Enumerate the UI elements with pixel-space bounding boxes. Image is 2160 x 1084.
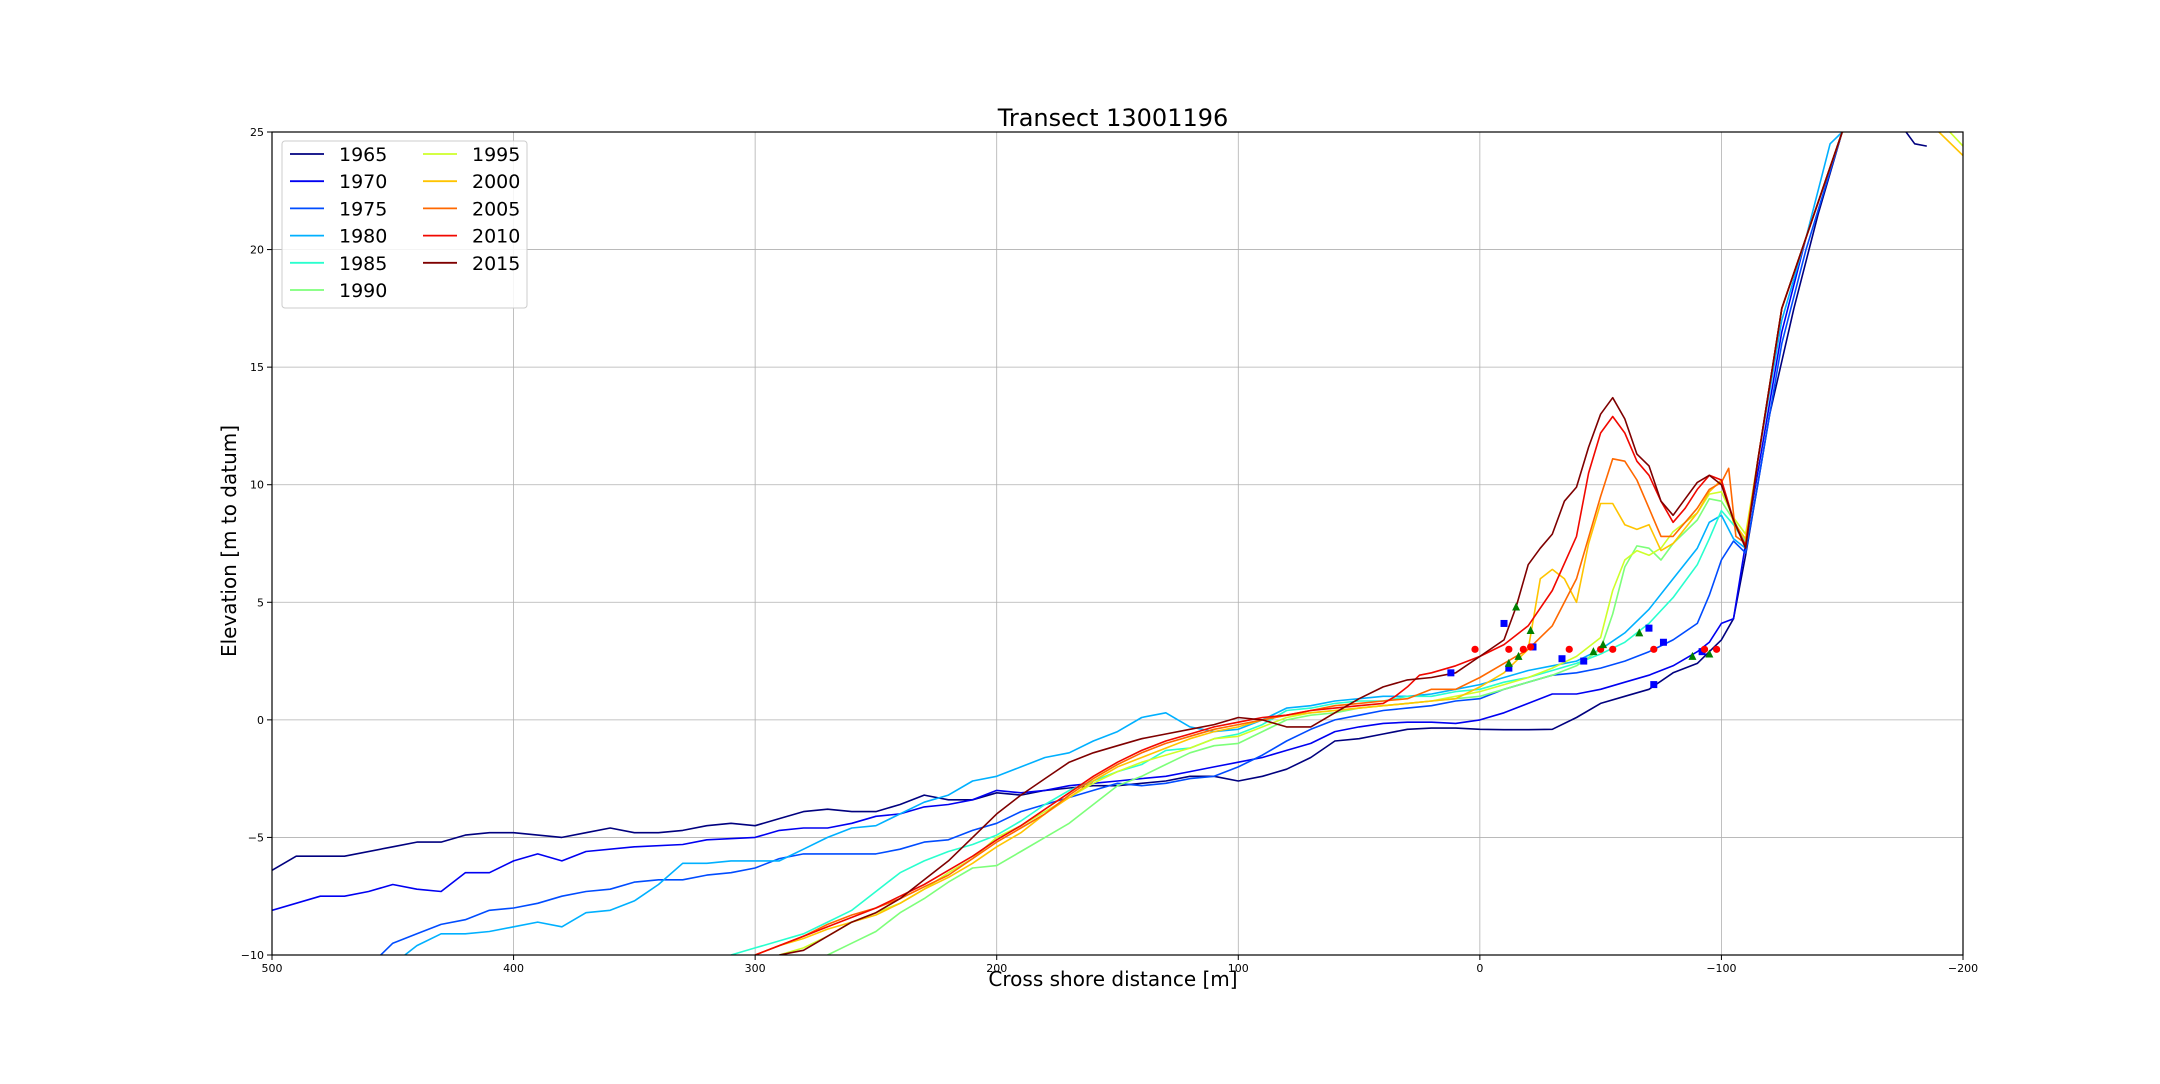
square-marker <box>1580 657 1588 665</box>
y-tick-label: −5 <box>248 831 264 844</box>
legend: 1965 1970 1975 1980 1985 1990 1995 2000 2005 2010… <box>281 140 528 309</box>
triangle-marker <box>1526 626 1535 635</box>
y-tick-label: 5 <box>257 596 264 609</box>
series-line-1995 <box>779 132 1963 955</box>
triangle-marker <box>1512 602 1521 611</box>
triangle-marker <box>1589 647 1598 656</box>
square-marker <box>1645 624 1653 632</box>
square-marker <box>1505 664 1513 672</box>
circle-marker <box>1505 645 1513 653</box>
legend-label: 1995 <box>472 144 520 166</box>
y-tick-label: 0 <box>257 714 264 727</box>
series-line-2015 <box>779 132 1843 955</box>
series-line-1985 <box>730 132 1843 955</box>
y-axis-label: Elevation [m to datum] <box>217 425 241 657</box>
triangle-marker <box>1688 651 1697 660</box>
triangle-marker <box>1514 651 1523 660</box>
series-line-1965 <box>272 132 1927 871</box>
circle-marker <box>1471 645 1479 653</box>
series-line-2000 <box>754 132 1963 955</box>
circle-marker <box>1565 645 1573 653</box>
x-tick-label: 300 <box>745 962 766 975</box>
series-line-2010 <box>754 132 1843 955</box>
x-tick-label: 100 <box>1228 962 1249 975</box>
series-lines <box>272 132 1963 955</box>
series-line-1970 <box>272 132 1843 912</box>
y-tick-label: 10 <box>250 479 264 492</box>
triangle-marker <box>1599 640 1608 649</box>
square-marker <box>1650 681 1658 689</box>
square-marker <box>1558 655 1566 663</box>
triangle-marker <box>1705 649 1714 658</box>
square-marker <box>1447 669 1455 677</box>
x-axis-label: Cross shore distance [m] <box>988 967 1237 991</box>
circle-marker <box>1712 645 1721 653</box>
x-tick-label: 400 <box>503 962 524 975</box>
legend-label: 1980 <box>339 226 387 248</box>
y-tick-label: −10 <box>241 949 264 962</box>
axis-ticks: 500 400 300 200 100 0 −100 −200 −10 −5 0 5 10 15 20 25 <box>241 126 1978 975</box>
square-marker <box>1659 638 1667 646</box>
series-line-1975 <box>380 132 1843 955</box>
circle-marker <box>1700 645 1709 653</box>
plot-area-frame <box>271 131 1964 956</box>
legend-items: 1965 1970 1975 1980 1985 1990 1995 2000 2005 2010… <box>290 144 520 302</box>
series-line-2005 <box>754 132 1843 955</box>
legend-box <box>281 140 528 309</box>
legend-label: 1985 <box>339 253 387 275</box>
square-marker <box>1500 619 1508 627</box>
x-tick-label: 500 <box>262 962 283 975</box>
triangle-marker <box>1504 658 1513 667</box>
x-tick-label: −100 <box>1706 962 1736 975</box>
x-tick-label: 0 <box>1476 962 1483 975</box>
legend-label: 2015 <box>472 253 520 275</box>
y-tick-label: 20 <box>250 244 264 257</box>
grid-lines <box>271 131 1964 956</box>
legend-label: 2010 <box>472 226 520 248</box>
legend-label: 2005 <box>472 198 520 220</box>
x-tick-label: −200 <box>1948 962 1978 975</box>
chart-title: Transect 13001196 <box>997 104 1229 132</box>
series-line-1980 <box>404 132 1843 955</box>
series-line-1990 <box>827 132 1843 955</box>
y-tick-label: 15 <box>250 361 264 374</box>
circle-marker <box>1650 645 1658 653</box>
circle-marker <box>1526 643 1535 651</box>
circle-marker <box>1609 645 1617 653</box>
legend-label: 2000 <box>472 171 520 193</box>
point-markers <box>1447 602 1721 689</box>
legend-label: 1975 <box>339 198 387 220</box>
legend-label: 1970 <box>339 171 387 193</box>
circle-marker <box>1519 645 1527 653</box>
triangle-marker <box>1635 628 1644 637</box>
y-tick-label: 25 <box>250 126 264 139</box>
x-tick-label: 200 <box>986 962 1007 975</box>
legend-label: 1965 <box>339 144 387 166</box>
legend-label: 1990 <box>339 280 387 302</box>
